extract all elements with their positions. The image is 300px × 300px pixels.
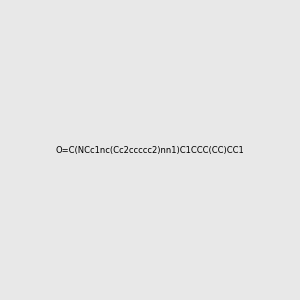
- Text: O=C(NCc1nc(Cc2ccccc2)nn1)C1CCC(CC)CC1: O=C(NCc1nc(Cc2ccccc2)nn1)C1CCC(CC)CC1: [56, 146, 244, 154]
